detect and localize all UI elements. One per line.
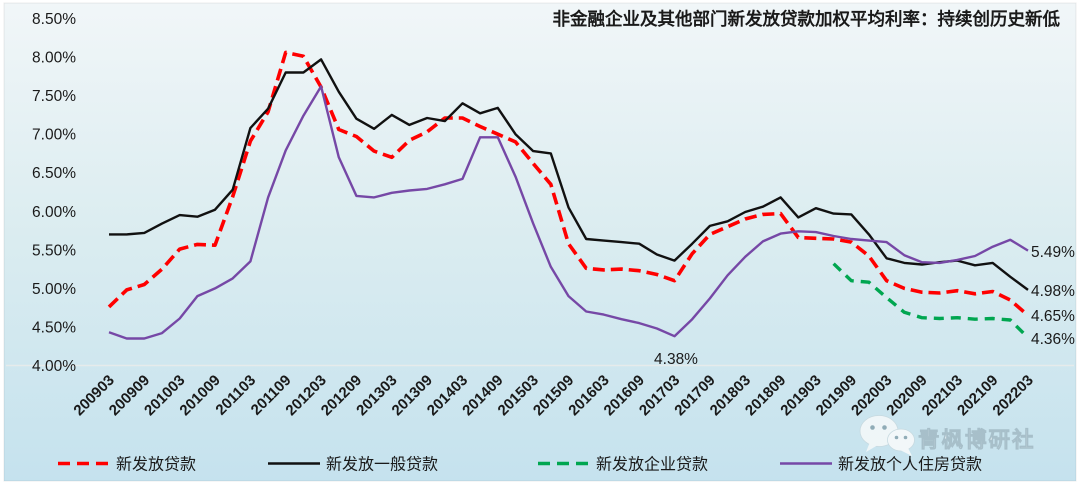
legend-label: 新发放一般贷款 (326, 456, 438, 474)
y-axis-tick-label: 6.00% (32, 204, 76, 221)
annotation-label: 4.36% (1031, 331, 1075, 348)
watermark-text: 青枫博研社 (918, 427, 1036, 452)
watermark: 青枫博研社 (859, 415, 1036, 456)
annotation-label: 4.38% (654, 351, 698, 368)
series-line-personal-mortgage-loans (108, 85, 1029, 340)
legend-item: 新发放企业贷款 (538, 456, 708, 474)
y-axis-tick-label: 6.50% (32, 165, 76, 182)
series-lines (107, 50, 1030, 340)
y-axis-tick-label: 4.00% (32, 358, 76, 375)
series-line-new-loans (107, 50, 1030, 317)
series-line-general-loans (109, 58, 1029, 291)
y-axis-tick-label: 7.00% (32, 127, 76, 144)
y-axis: 8.50% 8.00% 7.50% 7.00% 6.50% 6.00% 5.50% 5.00%… (32, 11, 76, 375)
y-axis-tick-label: 8.00% (32, 50, 76, 67)
legend: 新发放贷款 新发放一般贷款 新发放企业贷款 新发放个人住房贷款 (58, 456, 982, 474)
legend-label: 新发放贷款 (116, 456, 196, 474)
legend-label: 新发放个人住房贷款 (838, 456, 982, 474)
legend-item: 新发放贷款 (58, 456, 196, 474)
y-axis-tick-label: 8.50% (32, 11, 76, 28)
y-axis-tick-label: 7.50% (32, 88, 76, 105)
legend-item: 新发放一般贷款 (268, 456, 438, 474)
legend-item: 新发放个人住房贷款 (780, 456, 982, 474)
annotation-label: 5.49% (1031, 244, 1075, 261)
annotation-label: 4.65% (1031, 308, 1075, 325)
y-axis-tick-label: 4.50% (32, 319, 76, 336)
annotation-label: 4.98% (1031, 283, 1075, 300)
annotations: 4.38% 5.49% 4.98% 4.65% 4.36% (654, 244, 1075, 368)
chart-title: 非金融企业及其他部门新发放贷款加权平均利率：持续创历史新低 (553, 9, 1061, 29)
series-line-corporate-loans (832, 262, 1030, 339)
y-axis-tick-label: 5.00% (32, 281, 76, 298)
y-axis-tick-label: 5.50% (32, 242, 76, 259)
wechat-icon (859, 415, 915, 456)
legend-label: 新发放企业贷款 (596, 456, 708, 474)
